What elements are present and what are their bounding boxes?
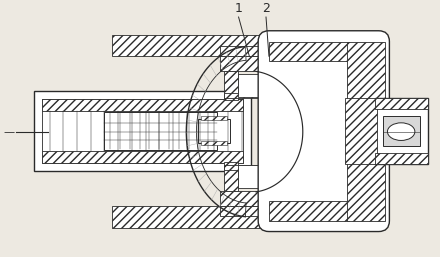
Bar bbox=[347, 155, 385, 221]
Bar bbox=[382, 116, 420, 146]
Bar bbox=[42, 99, 243, 111]
Bar bbox=[34, 91, 251, 171]
Bar bbox=[220, 206, 297, 216]
Bar bbox=[112, 206, 377, 228]
Bar bbox=[375, 153, 428, 164]
Bar bbox=[347, 42, 385, 107]
Bar bbox=[220, 191, 297, 206]
Bar bbox=[269, 42, 349, 61]
Text: 1: 1 bbox=[235, 2, 242, 15]
Bar bbox=[112, 35, 377, 56]
Bar bbox=[224, 94, 275, 98]
Bar bbox=[42, 151, 243, 163]
Text: 2: 2 bbox=[262, 2, 270, 15]
Bar bbox=[224, 71, 238, 100]
Bar bbox=[238, 165, 261, 188]
Bar bbox=[345, 98, 377, 164]
Bar bbox=[202, 141, 227, 145]
Bar bbox=[261, 162, 275, 191]
Bar bbox=[224, 165, 275, 170]
Bar bbox=[202, 116, 227, 120]
Bar bbox=[375, 98, 428, 164]
Bar bbox=[220, 47, 297, 56]
Bar bbox=[198, 119, 230, 143]
Bar bbox=[224, 162, 238, 191]
Text: —: — bbox=[3, 127, 15, 137]
Ellipse shape bbox=[388, 123, 415, 141]
Bar bbox=[42, 99, 243, 163]
Bar bbox=[269, 201, 349, 221]
Bar bbox=[220, 56, 297, 71]
Bar bbox=[104, 112, 217, 150]
Bar bbox=[238, 74, 261, 97]
Bar bbox=[375, 98, 428, 109]
FancyBboxPatch shape bbox=[258, 31, 389, 232]
Bar bbox=[261, 71, 275, 100]
